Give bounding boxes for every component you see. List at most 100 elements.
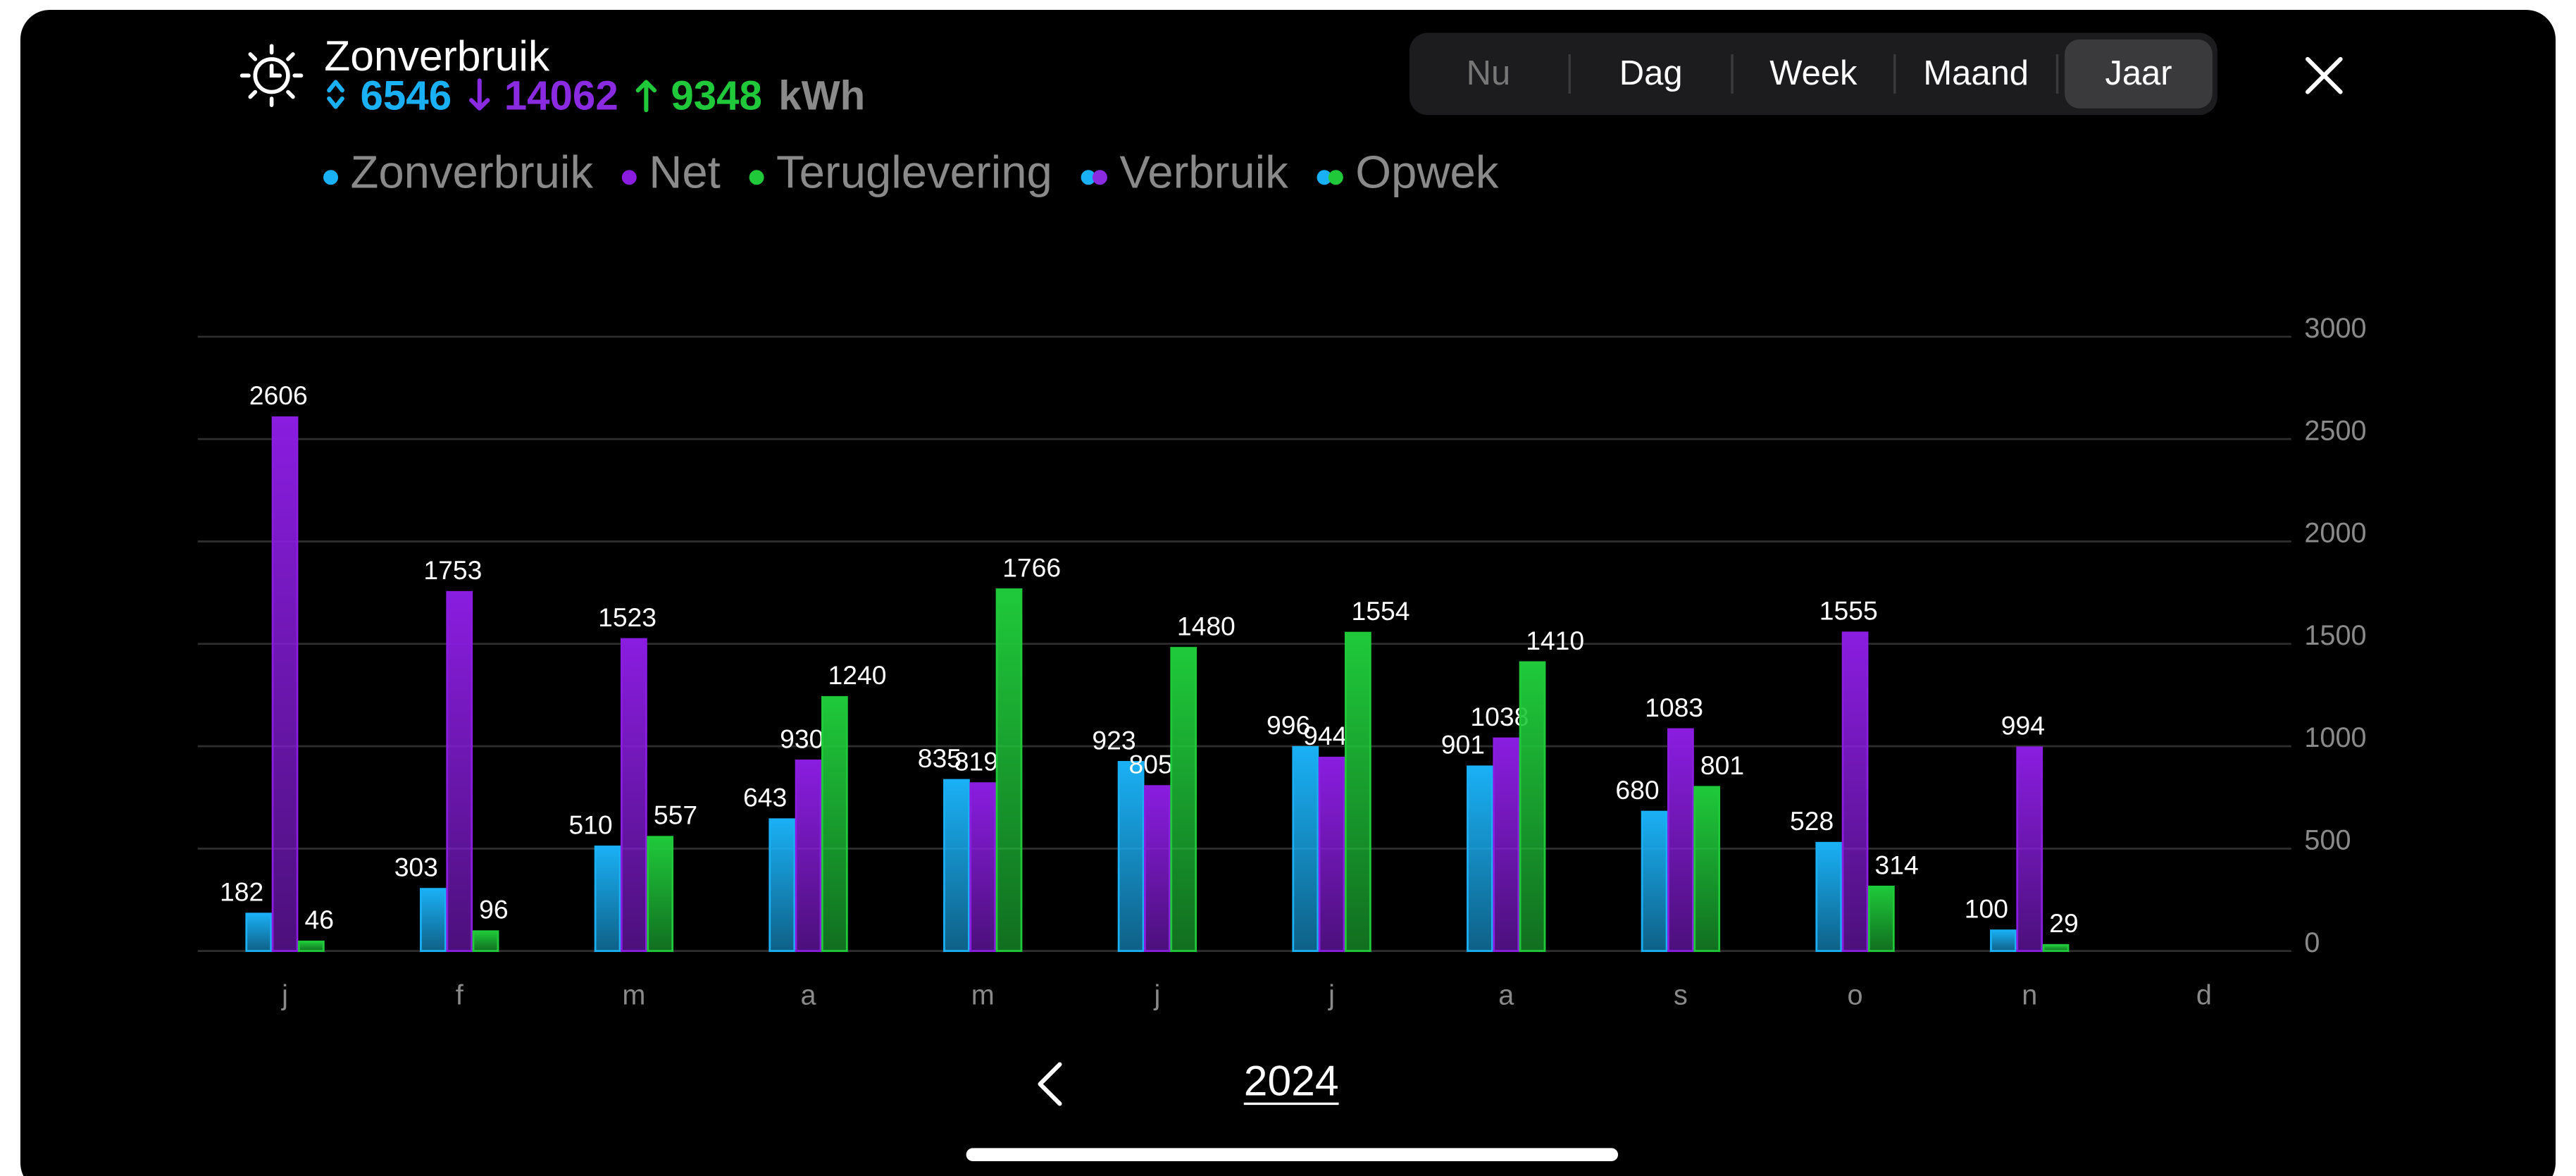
bar: [1667, 728, 1694, 953]
legend-label: Opwek: [1355, 147, 1498, 198]
bar: [271, 416, 299, 953]
x-tick-label: m: [971, 979, 995, 1010]
legend-label: Verbruik: [1119, 147, 1288, 198]
value-label: 680: [1615, 775, 1659, 805]
bar: [420, 888, 447, 953]
bar: [1144, 785, 1171, 953]
bar: [1318, 756, 1345, 953]
bar: [1170, 647, 1197, 953]
bar: [969, 782, 997, 953]
bar: [297, 940, 325, 953]
legend-dot: [749, 170, 764, 185]
bar: [1344, 631, 1371, 953]
value-label: 805: [1128, 750, 1172, 779]
bar: [995, 588, 1023, 953]
prev-button[interactable]: [1038, 1062, 1062, 1106]
bar: [1117, 761, 1145, 953]
bar: [821, 695, 848, 953]
value-label: 994: [2001, 711, 2045, 741]
close-button[interactable]: [2306, 56, 2343, 94]
stat-unit: kWh: [778, 73, 865, 118]
bar: [472, 930, 499, 953]
legend-dot: [1328, 170, 1343, 185]
home-indicator: [966, 1148, 1619, 1162]
y-tick-label: 500: [2304, 824, 2351, 855]
value-label: 528: [1790, 806, 1834, 836]
bar: [1493, 737, 1520, 953]
value-label: 1410: [1526, 626, 1584, 655]
y-tick-label: 3000: [2304, 313, 2366, 344]
value-label: 510: [568, 810, 612, 839]
legend-dot: [1092, 170, 1107, 185]
value-label: 643: [743, 783, 787, 812]
bar: [1292, 745, 1319, 953]
x-tick-label: m: [622, 979, 645, 1010]
stats: 6546 14062 9348 kWh: [327, 73, 865, 118]
x-tick-label: j: [281, 979, 288, 1010]
legend-dot: [1081, 170, 1096, 185]
bar: [245, 912, 273, 953]
value-label: 1038: [1470, 702, 1529, 731]
stat-value: 6546: [360, 73, 452, 118]
tab-bar: [1409, 32, 2217, 116]
value-label: 557: [654, 800, 697, 830]
y-tick-label: 1500: [2304, 620, 2366, 651]
value-label: 2606: [249, 380, 308, 410]
tab[interactable]: Dag: [1619, 54, 1683, 92]
stat-value: 9348: [671, 73, 762, 118]
value-label: 1480: [1177, 611, 1236, 640]
x-tick-label: n: [2022, 979, 2037, 1010]
bar: [1990, 929, 2017, 953]
tab[interactable]: Maand: [1923, 54, 2029, 92]
bar: [1467, 765, 1493, 953]
bar: [594, 846, 621, 953]
value-label: 1240: [828, 660, 887, 690]
year-label[interactable]: 2024: [1244, 1056, 1339, 1104]
value-label: 923: [1092, 725, 1135, 755]
x-tick-label: s: [1674, 979, 1688, 1010]
value-label: 801: [1700, 750, 1744, 780]
app-icon: [239, 44, 304, 107]
bar: [769, 818, 796, 953]
stat-icon: [327, 80, 344, 109]
value-label: 930: [780, 724, 823, 753]
value-label: 100: [1965, 893, 2008, 923]
bar: [1641, 810, 1668, 953]
tab[interactable]: Nu: [1467, 54, 1511, 92]
x-tick-label: o: [1848, 979, 1863, 1010]
value-label: 46: [305, 905, 334, 934]
bar: [2042, 943, 2070, 953]
y-tick-label: 0: [2304, 927, 2320, 958]
bar: [446, 590, 473, 953]
bar: [1867, 886, 1895, 953]
stat-icon: [469, 78, 490, 111]
legend-label: Net: [649, 147, 721, 198]
value-label: 1555: [1819, 596, 1878, 626]
legend-label: Zonverbruik: [350, 147, 593, 198]
stat-value: 14062: [504, 73, 618, 118]
value-label: 314: [1875, 850, 1919, 879]
bar: [1693, 786, 1721, 953]
x-tick-label: d: [2196, 979, 2212, 1010]
value-label: 1083: [1645, 693, 1703, 722]
value-label: 1766: [1002, 552, 1061, 582]
y-tick-label: 2500: [2304, 415, 2366, 446]
x-tick-label: f: [456, 979, 464, 1010]
value-label: 182: [220, 877, 263, 907]
stat-icon: [635, 80, 657, 113]
tab-active-bg: [2065, 39, 2213, 109]
value-label: 303: [394, 852, 438, 881]
value-label: 1554: [1352, 596, 1410, 626]
y-tick-label: 1000: [2304, 722, 2366, 753]
value-label: 944: [1303, 721, 1347, 750]
legend: Zonverbruik Net Teruglevering Verbruik Opwek: [323, 147, 1499, 198]
x-tick-label: j: [1153, 979, 1160, 1010]
x-tick-label: j: [1328, 979, 1335, 1010]
tab[interactable]: Jaar: [2105, 54, 2172, 92]
y-tick-label: 2000: [2304, 518, 2366, 549]
value-label: 819: [954, 747, 998, 776]
tab[interactable]: Week: [1769, 54, 1858, 92]
value-label: 835: [918, 743, 962, 773]
x-tick-label: a: [801, 979, 817, 1010]
